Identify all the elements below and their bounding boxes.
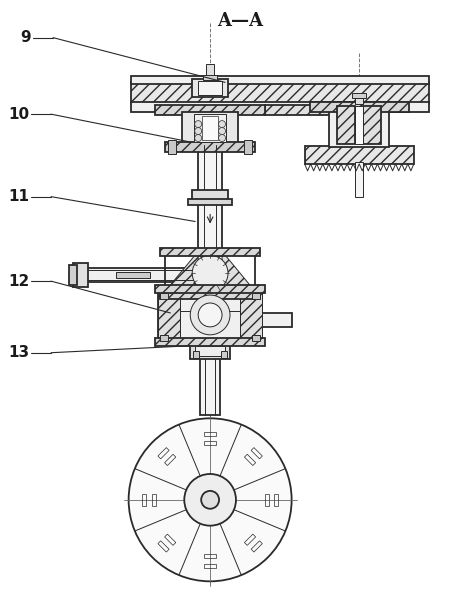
Bar [165,251,254,291]
Bar [160,335,168,341]
Bar [160,293,168,299]
Bar [202,116,218,140]
Text: A—A: A—A [216,12,263,30]
Bar [86,268,210,282]
Bar [130,82,428,104]
Bar [304,146,413,164]
Bar [160,289,259,299]
Circle shape [194,120,201,128]
Text: 13: 13 [8,345,29,360]
Text: 9: 9 [21,30,31,45]
Bar [158,289,261,341]
Circle shape [194,134,201,142]
Text: 10: 10 [8,107,29,122]
Bar [165,142,254,152]
Bar [264,105,330,115]
Bar [329,102,388,147]
Circle shape [201,491,218,509]
Bar [221,351,227,357]
Bar [168,140,176,154]
Bar [155,338,264,346]
Circle shape [194,128,201,134]
Bar [116,273,150,278]
Bar [130,76,428,84]
Bar [363,106,380,144]
Bar [194,114,225,142]
Bar [155,285,264,293]
Bar [198,145,222,256]
Bar [354,94,363,104]
Bar [309,102,408,112]
Circle shape [218,134,225,142]
Bar [182,112,237,144]
Bar [352,93,365,98]
Polygon shape [222,251,254,291]
Bar [86,270,210,280]
Bar [188,199,231,205]
Bar [155,105,264,115]
Polygon shape [158,289,180,341]
Polygon shape [165,251,198,291]
Circle shape [129,419,291,581]
Bar [206,65,213,76]
Bar [336,106,354,144]
Circle shape [192,255,228,291]
Bar [203,75,217,81]
Text: 12: 12 [8,274,29,288]
Bar [192,189,228,202]
Bar [190,343,230,359]
Bar [130,102,428,112]
Bar [200,344,219,415]
Bar [261,313,291,327]
Polygon shape [240,289,261,341]
Text: 11: 11 [8,189,29,204]
Circle shape [198,303,222,327]
Circle shape [184,474,235,525]
Bar [198,81,222,95]
Bar [252,293,259,299]
Bar [160,248,259,256]
Bar [69,265,77,285]
Circle shape [218,128,225,134]
Bar [193,351,199,357]
Circle shape [218,120,225,128]
Bar [73,263,88,287]
Bar [195,346,224,356]
Bar [354,162,363,197]
Bar [192,79,228,97]
Bar [243,140,252,154]
Circle shape [190,295,230,335]
Bar [354,106,363,144]
Bar [252,335,259,341]
